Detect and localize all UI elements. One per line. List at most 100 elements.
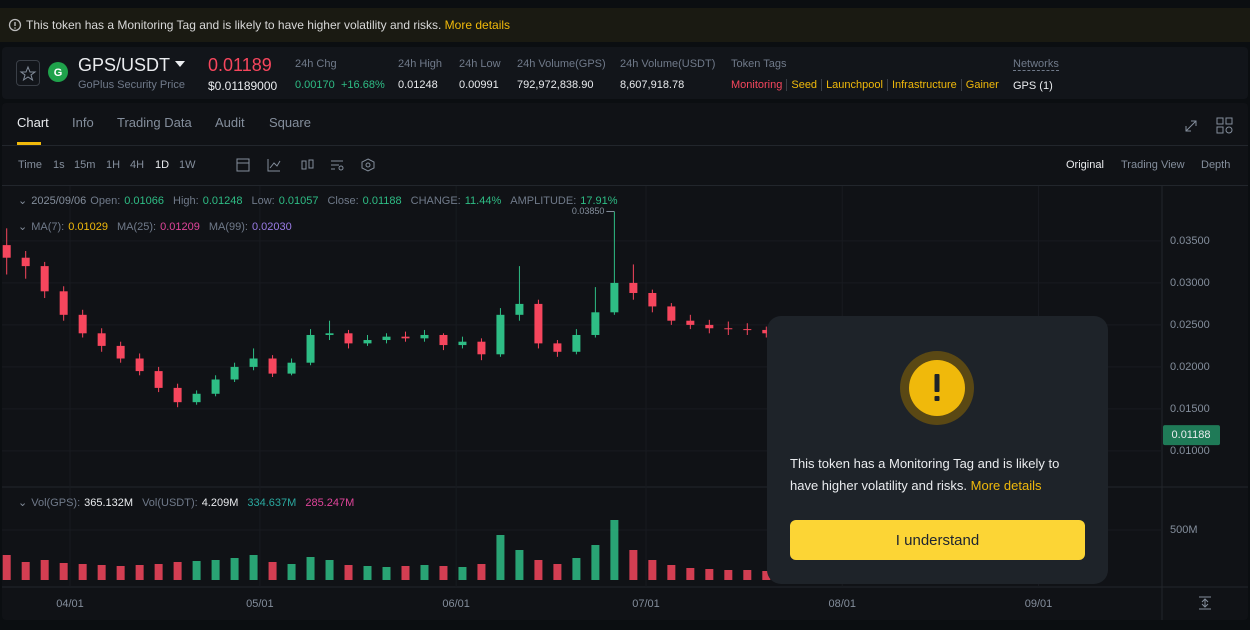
tab[interactable]: Trading Data <box>117 115 192 130</box>
volume-label: Vol(USDT): <box>142 496 198 509</box>
candle-body <box>268 358 277 374</box>
stat-label: 24h Low <box>459 58 501 70</box>
interval[interactable]: 1s <box>53 159 65 171</box>
ohlc-value: 17.91% <box>580 194 618 207</box>
volume-bar <box>610 520 619 580</box>
networks-label: Networks <box>1013 58 1059 71</box>
volume-bar <box>458 567 467 580</box>
volume-value: 365.132M <box>84 496 134 509</box>
tab[interactable]: Chart <box>17 115 49 130</box>
candle-body <box>306 334 315 363</box>
interval[interactable]: 1D <box>155 159 170 171</box>
interval[interactable]: 1H <box>106 159 121 171</box>
candle-body <box>287 362 296 374</box>
ma-label: MA(25): <box>116 220 157 233</box>
candle-body <box>97 333 106 346</box>
last-price: 0.01189 <box>208 55 272 75</box>
volume-bar <box>686 568 695 580</box>
volume-bar <box>629 550 638 580</box>
volume-bar <box>705 569 714 580</box>
interval[interactable]: 4H <box>130 159 145 171</box>
volume-bar <box>363 566 372 580</box>
ohlc-value: 0.01248 <box>202 194 243 207</box>
y-tick-label: 0.02500 <box>1170 319 1210 331</box>
candle-body <box>629 282 638 293</box>
ohlc-legend: ⌄ 2025/09/06 Open: 0.01066 High: 0.01248 Low: 0… <box>18 194 618 208</box>
volume-bar <box>230 558 239 580</box>
scale-toggle[interactable] <box>1199 596 1211 610</box>
ma-legend: ⌄ MA(7): 0.01029 MA(25): 0.01209 MA(99): 0.020… <box>18 220 292 234</box>
stat-value: 0.00170 <box>295 79 335 91</box>
ma-value: 0.01209 <box>160 220 200 233</box>
token-tag[interactable]: Infrastructure <box>886 79 961 91</box>
divider <box>2 145 1248 146</box>
ohlc-value: 0.01188 <box>362 194 402 207</box>
candle-body <box>40 266 49 292</box>
candle-body <box>534 303 543 344</box>
y-tick-label: 0.03500 <box>1170 235 1210 247</box>
ohlc-label: AMPLITUDE: <box>510 194 577 207</box>
chart-tool-icons[interactable] <box>235 157 380 173</box>
ohlc-label: Close: <box>327 194 359 207</box>
volume-bar <box>21 562 30 580</box>
volume-bar <box>591 545 600 580</box>
candle-body <box>648 292 657 307</box>
ohlc-value: 11.44% <box>464 194 502 207</box>
candle-body <box>344 333 353 344</box>
volume-value: 334.637M <box>247 496 297 509</box>
pair-dropdown[interactable] <box>175 61 185 69</box>
svg-text:G: G <box>54 67 63 79</box>
candle-body <box>192 393 201 403</box>
favorite-button[interactable] <box>16 60 40 86</box>
view-option[interactable]: Trading View <box>1121 159 1185 171</box>
interval[interactable]: 15m <box>74 159 96 171</box>
risk-modal: This token has a Monitoring Tag and is l… <box>767 316 1108 584</box>
candle-body <box>515 303 524 315</box>
volume-bar <box>173 562 182 580</box>
token-tags-label: Token Tags <box>731 58 787 70</box>
high-label: 0.03850 <box>572 206 605 216</box>
divider <box>2 185 1248 186</box>
view-option[interactable]: Depth <box>1201 159 1231 171</box>
token-tag[interactable]: Seed <box>786 79 821 91</box>
volume-bar <box>325 560 334 580</box>
y-tick-label: 0.02000 <box>1170 361 1210 373</box>
volume-value: 4.209M <box>201 496 239 509</box>
banner-link[interactable]: More details <box>444 18 511 32</box>
volume-bar <box>135 565 144 580</box>
tab[interactable]: Info <box>72 115 94 130</box>
candle-body <box>116 345 125 359</box>
layout-icons[interactable] <box>1182 115 1242 135</box>
modal-link[interactable]: More details <box>970 478 1042 493</box>
understand-button[interactable]: I understand <box>790 520 1085 560</box>
stat-label: 24h Volume(USDT) <box>620 58 716 70</box>
volume-bar <box>667 565 676 580</box>
x-tick-label: 09/01 <box>1025 598 1053 610</box>
candle-body <box>762 329 771 334</box>
tab[interactable]: Square <box>269 115 311 130</box>
candle-body <box>382 336 391 341</box>
token-tag[interactable]: Launchpool <box>821 79 887 91</box>
volume-bar <box>154 564 163 580</box>
stat-value: 0.01248 <box>398 79 438 91</box>
interval[interactable]: 1W <box>179 159 196 171</box>
stat-value: 0.00991 <box>459 79 499 91</box>
candle-body <box>325 333 334 335</box>
volume-bar <box>648 560 657 580</box>
x-tick-label: 05/01 <box>246 598 274 610</box>
view-option[interactable]: Original <box>1066 159 1104 171</box>
volume-bar <box>439 566 448 580</box>
candle-body <box>420 334 429 339</box>
token-tag[interactable]: Gainer <box>960 79 1003 91</box>
token-tag[interactable]: Monitoring <box>731 79 783 91</box>
candle-body <box>610 282 619 313</box>
candle-body <box>477 341 486 355</box>
candle-body <box>249 358 258 367</box>
last-price-box <box>1163 425 1220 446</box>
pair-name[interactable]: GPS/USDT <box>78 55 171 75</box>
candle-body <box>724 328 733 330</box>
volume-bar <box>724 570 733 580</box>
tab[interactable]: Audit <box>215 115 245 130</box>
candle-body <box>458 341 467 346</box>
